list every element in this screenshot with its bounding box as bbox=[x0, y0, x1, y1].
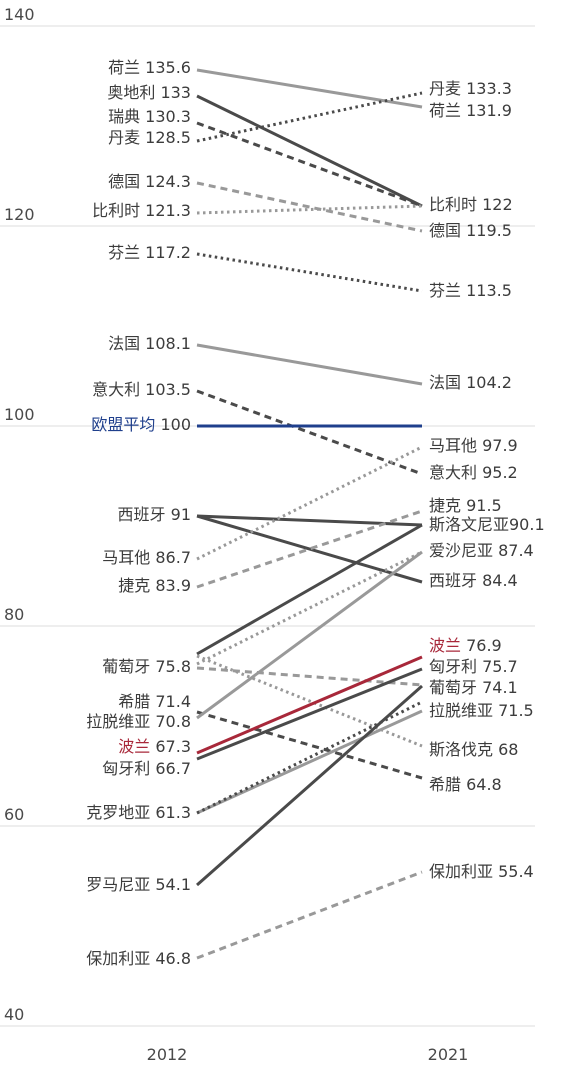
left-label: 荷兰 135.6 bbox=[108, 58, 191, 77]
series-line bbox=[196, 121, 423, 208]
left-label: 意大利 103.5 bbox=[92, 380, 191, 399]
left-label: 拉脱维亚 70.8 bbox=[86, 712, 191, 731]
left-labels: 荷兰 135.6 奥地利 133 瑞典 130.3 丹麦 128.5 德国 124.3 比… bbox=[86, 58, 191, 968]
series-line bbox=[196, 204, 423, 215]
right-label: 丹麦 133.3 bbox=[429, 79, 512, 98]
right-label: 德国 119.5 bbox=[429, 221, 512, 240]
series-line bbox=[196, 523, 423, 656]
y-tick-label: 140 bbox=[4, 5, 35, 24]
series-line bbox=[196, 445, 423, 561]
right-label: 拉脱维亚 71.5 bbox=[429, 701, 534, 720]
left-label: 保加利亚 46.8 bbox=[86, 949, 191, 968]
series-line bbox=[196, 68, 423, 109]
y-tick-label: 40 bbox=[4, 1005, 24, 1024]
series-line bbox=[196, 389, 423, 476]
series-line bbox=[196, 550, 423, 666]
series-line bbox=[196, 654, 423, 748]
x-category-label: 2021 bbox=[428, 1045, 469, 1064]
left-label: 马耳他 86.7 bbox=[102, 548, 191, 567]
right-label: 法国 104.2 bbox=[429, 373, 512, 392]
y-tick-label: 120 bbox=[4, 205, 35, 224]
right-label: 希腊 64.8 bbox=[429, 775, 502, 794]
left-label: 罗马尼亚 54.1 bbox=[86, 875, 191, 894]
right-label: 斯洛文尼亚90.1 bbox=[429, 515, 545, 534]
series-line bbox=[196, 343, 423, 386]
series-line bbox=[196, 514, 423, 584]
right-label: 捷克 91.5 bbox=[429, 496, 502, 515]
right-label: 芬兰 113.5 bbox=[429, 281, 512, 300]
series-line bbox=[196, 514, 423, 527]
right-label: 比利时 122 bbox=[429, 195, 513, 214]
x-category-label: 2012 bbox=[147, 1045, 188, 1064]
gridlines bbox=[0, 25, 535, 1027]
right-label: 西班牙 84.4 bbox=[429, 571, 518, 590]
series-line bbox=[196, 870, 423, 960]
right-label: 荷兰 131.9 bbox=[429, 101, 512, 120]
right-label: 马耳他 97.9 bbox=[429, 436, 518, 455]
left-label: 丹麦 128.5 bbox=[108, 128, 191, 147]
left-label: 波兰 67.3 bbox=[118, 737, 191, 756]
series-line bbox=[196, 709, 423, 815]
x-axis-categories: 2012 2021 bbox=[147, 1045, 469, 1064]
series-line bbox=[196, 91, 423, 143]
right-label: 匈牙利 75.7 bbox=[429, 657, 518, 676]
left-label: 瑞典 130.3 bbox=[108, 107, 191, 126]
left-label: 比利时 121.3 bbox=[92, 201, 191, 220]
left-label: 捷克 83.9 bbox=[118, 576, 191, 595]
left-label: 德国 124.3 bbox=[108, 172, 191, 191]
series-lines bbox=[196, 68, 423, 960]
right-label: 意大利 95.2 bbox=[429, 463, 518, 482]
left-label: 奥地利 133 bbox=[107, 83, 191, 102]
series-line bbox=[196, 667, 423, 761]
right-label: 葡萄牙 74.1 bbox=[429, 678, 518, 697]
series-line bbox=[196, 710, 423, 780]
y-tick-label: 100 bbox=[4, 405, 35, 424]
series-line bbox=[196, 252, 423, 293]
y-axis-ticks: 40 60 80 100 120 140 bbox=[4, 5, 35, 1024]
right-label: 波兰 76.9 bbox=[429, 636, 502, 655]
y-tick-label: 80 bbox=[4, 605, 24, 624]
right-label: 爱沙尼亚 87.4 bbox=[429, 541, 534, 560]
y-tick-label: 60 bbox=[4, 805, 24, 824]
series-line bbox=[196, 684, 423, 887]
left-label: 葡萄牙 75.8 bbox=[102, 657, 191, 676]
left-label: 希腊 71.4 bbox=[118, 692, 191, 711]
series-line bbox=[196, 181, 423, 233]
left-label: 法国 108.1 bbox=[108, 334, 191, 353]
series-line bbox=[196, 550, 423, 720]
series-line bbox=[196, 666, 423, 687]
left-label: 西班牙 91 bbox=[118, 505, 191, 524]
right-label: 斯洛伐克 68 bbox=[429, 740, 518, 759]
series-line bbox=[196, 655, 423, 755]
series-line bbox=[196, 509, 423, 589]
left-label: 匈牙利 66.7 bbox=[102, 759, 191, 778]
series-line bbox=[196, 94, 423, 208]
left-label: 克罗地亚 61.3 bbox=[86, 803, 191, 822]
right-labels: 丹麦 133.3 荷兰 131.9 比利时 122 德国 119.5 芬兰 113.5 法… bbox=[429, 79, 545, 881]
left-label: 芬兰 117.2 bbox=[108, 243, 191, 262]
right-label: 保加利亚 55.4 bbox=[429, 862, 534, 881]
series-line bbox=[196, 700, 423, 815]
left-label: 欧盟平均 100 bbox=[91, 415, 191, 434]
